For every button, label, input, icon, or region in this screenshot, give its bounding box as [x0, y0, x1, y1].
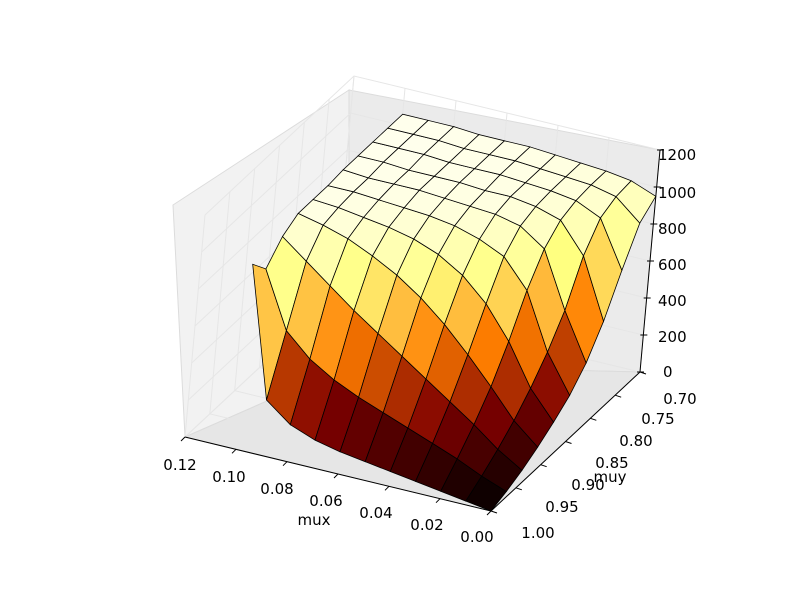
y-tick-mark	[565, 441, 572, 444]
x-tick-mark	[435, 498, 441, 504]
y-tick-mark	[590, 417, 597, 421]
x-tick-mark	[333, 473, 339, 479]
y-axis-title: muy	[594, 468, 627, 486]
y-tick-label: 0.90	[571, 476, 604, 494]
z-tick-label: 1000	[658, 184, 696, 202]
z-tick-label: 400	[658, 292, 687, 310]
x-axis-title: mux	[298, 511, 331, 529]
y-tick-label: 0.75	[641, 410, 674, 428]
y-tick-mark	[515, 487, 522, 491]
x-tick-label: 0.08	[260, 480, 293, 498]
y-tick-label: 0.80	[619, 432, 652, 450]
grid-line	[204, 75, 661, 216]
z-tick-label: 200	[658, 328, 687, 346]
x-tick-label: 0.06	[309, 492, 342, 510]
x-tick-label: 0.12	[163, 456, 196, 474]
y-tick-label: 1.00	[521, 524, 554, 542]
x-tick-label: 0.10	[212, 468, 245, 486]
x-tick-mark	[282, 461, 288, 467]
x-tick-label: 0.02	[410, 516, 443, 534]
y-tick-label: 0.85	[595, 454, 628, 472]
x-tick-label: 0.00	[460, 528, 493, 546]
x-tick-mark	[180, 436, 186, 442]
x-tick-mark	[231, 448, 237, 454]
surface-patch	[615, 180, 657, 224]
tick-marks	[180, 149, 664, 516]
x-tick-mark	[486, 510, 492, 516]
z-tick-label: 600	[658, 256, 687, 274]
x-tick-mark	[384, 485, 390, 491]
surface-mesh	[252, 113, 657, 512]
z-tick-label: 800	[658, 220, 687, 238]
y-tick-label: 0.70	[663, 390, 696, 408]
z-tick-label: 1200	[658, 146, 696, 164]
y-tick-label: 0.95	[545, 498, 578, 516]
z-tick-label: 0	[663, 363, 673, 381]
y-tick-mark	[615, 394, 622, 398]
y-tick-mark	[490, 510, 498, 514]
y-tick-mark	[540, 464, 547, 468]
x-tick-label: 0.04	[359, 504, 392, 522]
